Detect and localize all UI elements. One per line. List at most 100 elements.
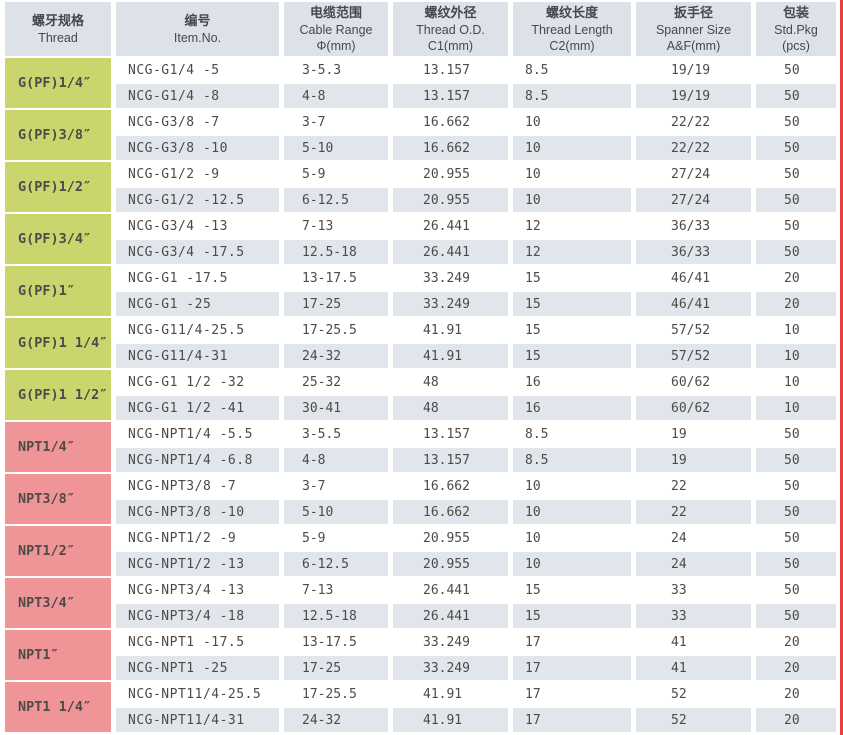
std-pkg-cell: 50 (756, 58, 836, 82)
item-no-cell: NCG-G1 -17.5 (116, 266, 279, 290)
header-spanner-size-en: Spanner Size (655, 22, 732, 37)
header-thread-zh: 螺牙规格 (31, 13, 84, 29)
std-pkg-cell: 10 (756, 344, 836, 368)
thread-od-cell: 33.249 (393, 656, 508, 680)
item-no-cell: NCG-NPT11/4-25.5 (116, 682, 279, 706)
header-cable-range-en: Cable Range (299, 22, 373, 37)
thread-length-cell: 17 (513, 656, 631, 680)
thread-group-cell: NPT3/4″ (5, 578, 111, 628)
spanner-size-cell: 41 (636, 630, 751, 654)
cable-range-cell: 17-25 (284, 656, 388, 680)
table-row: NPT3/4″ NCG-NPT3/4 -13 7-13 26.441 15 33 50 (5, 578, 836, 628)
header-std-pkg-unit: (pcs) (782, 38, 810, 53)
right-red-border (840, 0, 843, 735)
spanner-size-cell: 33 (636, 578, 751, 602)
table-row: NPT1″ NCG-NPT1 -17.5 13-17.5 33.249 17 41 20 (5, 630, 836, 680)
std-pkg-cell: 50 (756, 136, 836, 160)
table-row: NCG-G1/2 -12.5 6-12.5 20.955 10 27/24 50 (5, 188, 836, 212)
table-row: NPT3/8″ NCG-NPT3/8 -7 3-7 16.662 10 22 50 (5, 474, 836, 524)
thread-length-cell: 10 (513, 474, 631, 498)
item-no-cell: NCG-NPT11/4-31 (116, 708, 279, 732)
spanner-size-cell: 27/24 (636, 188, 751, 212)
header-spanner-size-unit: A&F(mm) (666, 38, 721, 53)
thread-length-cell: 8.5 (513, 448, 631, 472)
std-pkg-cell: 50 (756, 578, 836, 602)
thread-length-cell: 15 (513, 578, 631, 602)
std-pkg-cell: 20 (756, 656, 836, 680)
header-thread-en: Thread (38, 30, 78, 45)
cable-range-cell: 6-12.5 (284, 188, 388, 212)
table-header: 螺牙规格 Thread 编号 Item.No. 电缆范围 Cable Range… (5, 2, 836, 56)
spanner-size-cell: 41 (636, 656, 751, 680)
spanner-size-cell: 19/19 (636, 58, 751, 82)
header-row: 螺牙规格 Thread 编号 Item.No. 电缆范围 Cable Range… (5, 2, 836, 56)
thread-length-cell: 8.5 (513, 422, 631, 446)
std-pkg-cell: 20 (756, 682, 836, 706)
thread-length-cell: 15 (513, 318, 631, 342)
thread-group-cell: G(PF)1″ (5, 266, 111, 316)
thread-length-cell: 8.5 (513, 58, 631, 82)
std-pkg-cell: 10 (756, 318, 836, 342)
thread-od-cell: 26.441 (393, 578, 508, 602)
item-no-cell: NCG-G3/8 -7 (116, 110, 279, 134)
item-no-cell: NCG-G3/4 -13 (116, 214, 279, 238)
table-row: NCG-G11/4-31 24-32 41.91 15 57/52 10 (5, 344, 836, 368)
thread-od-cell: 26.441 (393, 240, 508, 264)
thread-length-cell: 8.5 (513, 84, 631, 108)
table-row: G(PF)3/8″ NCG-G3/8 -7 3-7 16.662 10 22/22 50 (5, 110, 836, 160)
thread-group-cell: NPT1/2″ (5, 526, 111, 576)
thread-length-cell: 10 (513, 500, 631, 524)
thread-od-cell: 26.441 (393, 214, 508, 238)
table-row: NCG-NPT1/2 -13 6-12.5 20.955 10 24 50 (5, 552, 836, 576)
thread-length-cell: 16 (513, 370, 631, 394)
cable-range-cell: 17-25.5 (284, 318, 388, 342)
header-thread-od-en: Thread O.D. (416, 22, 485, 37)
column-header-cable-range: 电缆范围 Cable Range Φ(mm) (284, 2, 388, 56)
item-no-cell: NCG-G1/4 -5 (116, 58, 279, 82)
std-pkg-cell: 50 (756, 214, 836, 238)
thread-od-cell: 16.662 (393, 474, 508, 498)
thread-group-cell: NPT1/4″ (5, 422, 111, 472)
thread-length-cell: 10 (513, 188, 631, 212)
std-pkg-cell: 10 (756, 396, 836, 420)
item-no-cell: NCG-G1 1/2 -32 (116, 370, 279, 394)
std-pkg-cell: 20 (756, 292, 836, 316)
cable-range-cell: 24-32 (284, 708, 388, 732)
item-no-cell: NCG-G1 -25 (116, 292, 279, 316)
std-pkg-cell: 50 (756, 110, 836, 134)
std-pkg-cell: 50 (756, 474, 836, 498)
item-no-cell: NCG-NPT1 -17.5 (116, 630, 279, 654)
spanner-size-cell: 46/41 (636, 266, 751, 290)
thread-group-cell: G(PF)1/4″ (5, 58, 111, 108)
spanner-size-cell: 24 (636, 552, 751, 576)
spanner-size-cell: 22/22 (636, 110, 751, 134)
table-row: G(PF)1/4″ NCG-G1/4 -5 3-5.3 13.157 8.5 19/19 5… (5, 58, 836, 108)
table-body: G(PF)1/4″ NCG-G1/4 -5 3-5.3 13.157 8.5 19/19 5… (5, 58, 836, 732)
item-no-cell: NCG-G1/4 -8 (116, 84, 279, 108)
thread-od-cell: 41.91 (393, 344, 508, 368)
table-row: G(PF)1/2″ NCG-G1/2 -9 5-9 20.955 10 27/24 50 (5, 162, 836, 212)
column-header-spanner-size: 扳手径 Spanner Size A&F(mm) (636, 2, 751, 56)
thread-od-cell: 33.249 (393, 630, 508, 654)
thread-length-cell: 12 (513, 240, 631, 264)
header-std-pkg-en: Std.Pkg (774, 22, 818, 37)
spanner-size-cell: 19/19 (636, 84, 751, 108)
thread-od-cell: 20.955 (393, 188, 508, 212)
table-row: NCG-NPT3/8 -10 5-10 16.662 10 22 50 (5, 500, 836, 524)
table-row: NCG-G1/4 -8 4-8 13.157 8.5 19/19 50 (5, 84, 836, 108)
thread-group-cell: G(PF)1/2″ (5, 162, 111, 212)
item-no-cell: NCG-G1/2 -12.5 (116, 188, 279, 212)
table-row: NPT1/4″ NCG-NPT1/4 -5.5 3-5.5 13.157 8.5 19 50 (5, 422, 836, 472)
item-no-cell: NCG-NPT3/8 -10 (116, 500, 279, 524)
header-thread-length-unit: C2(mm) (549, 38, 595, 53)
header-thread-length-zh: 螺纹长度 (545, 5, 598, 21)
table-row: G(PF)3/4″ NCG-G3/4 -13 7-13 26.441 12 36/33 50 (5, 214, 836, 264)
header-cable-range-zh: 电缆范围 (309, 5, 362, 21)
spanner-size-cell: 22/22 (636, 136, 751, 160)
cable-range-cell: 12.5-18 (284, 604, 388, 628)
thread-length-cell: 10 (513, 110, 631, 134)
cable-range-cell: 30-41 (284, 396, 388, 420)
header-cable-range-unit: Φ(mm) (316, 38, 356, 53)
item-no-cell: NCG-NPT1 -25 (116, 656, 279, 680)
thread-group-cell: NPT1″ (5, 630, 111, 680)
